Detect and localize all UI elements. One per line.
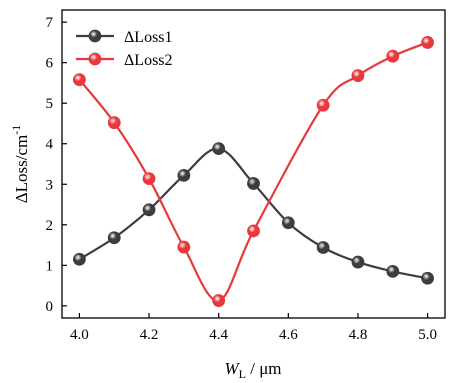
series-line: [78, 147, 428, 280]
y-tick-label: 7: [46, 15, 54, 31]
data-point: [212, 142, 226, 156]
x-tick-label: 4.8: [349, 327, 368, 343]
x-axis-title-main: W: [224, 359, 240, 378]
legend-item: ΔLoss2: [76, 52, 173, 69]
data-point: [421, 36, 434, 49]
axis-ticks: 4.0 4.2 4.4 4.6 4.8 5.0 0 1 2 3 4 5 6 7: [46, 15, 437, 343]
data-point: [177, 168, 191, 182]
y-tick-label: 4: [46, 137, 54, 153]
data-point: [247, 177, 260, 190]
data-point: [386, 49, 400, 63]
y-axis-title-main: ΔLoss/cm: [12, 135, 31, 204]
legend-marker: [88, 29, 102, 43]
x-tick-label: 5.0: [418, 327, 437, 343]
data-point: [421, 271, 434, 285]
data-point: [142, 172, 156, 185]
y-tick-label: 5: [46, 96, 54, 112]
data-point: [107, 231, 121, 245]
data-point: [281, 216, 295, 230]
legend: ΔLoss1 ΔLoss2: [76, 29, 173, 69]
data-point: [386, 264, 400, 278]
x-axis-title-sub: L: [239, 367, 246, 381]
legend-label: ΔLoss1: [124, 29, 173, 46]
series-line: [78, 41, 428, 302]
y-tick-label: 3: [46, 177, 54, 193]
y-tick-label: 6: [46, 56, 54, 72]
data-point: [142, 203, 156, 217]
y-tick-label: 0: [46, 299, 54, 315]
data-point: [107, 116, 121, 130]
x-tick-label: 4.4: [209, 327, 228, 343]
y-axis-title-sup: -1: [9, 125, 23, 135]
y-tick-label: 2: [46, 218, 54, 234]
data-point: [351, 255, 365, 269]
x-tick-label: 4.0: [70, 327, 89, 343]
data-point: [247, 224, 260, 238]
x-axis-title-rest: / μm: [246, 359, 282, 378]
legend-item: ΔLoss1: [76, 29, 173, 46]
legend-marker: [88, 52, 102, 66]
plot-frame: [61, 9, 446, 319]
x-tick-label: 4.2: [140, 327, 159, 343]
data-point: [316, 241, 330, 254]
data-point: [73, 252, 86, 266]
x-tick-label: 4.6: [279, 327, 298, 343]
series-1: [73, 142, 434, 285]
legend-label: ΔLoss2: [124, 52, 173, 69]
data-point: [212, 294, 226, 307]
data-point: [351, 69, 365, 83]
series-layer: [73, 36, 434, 307]
series-2: [73, 36, 434, 307]
data-point: [316, 98, 330, 112]
y-axis-title: ΔLoss/cm-1: [9, 125, 31, 204]
x-axis-title: WL / μm: [224, 359, 281, 381]
y-tick-label: 1: [46, 258, 54, 274]
data-point: [73, 73, 86, 87]
data-point: [177, 240, 191, 254]
